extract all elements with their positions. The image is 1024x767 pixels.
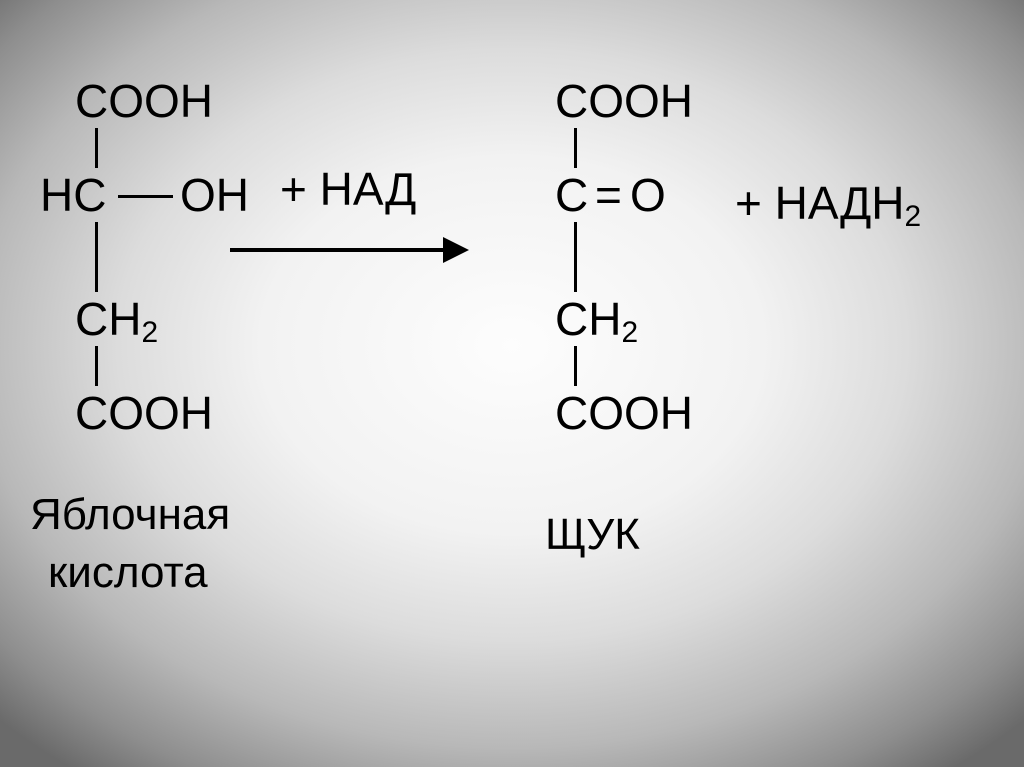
reactant-c2-left: HC <box>40 172 106 218</box>
product-c3-text: CH <box>555 293 621 345</box>
product-c2-right: O <box>630 172 666 218</box>
reactant-c3-sub: 2 <box>141 316 158 349</box>
cofactor-out-sub: 2 <box>904 200 921 233</box>
reactant-name-line2: кислота <box>48 548 208 599</box>
product-name: ЩУК <box>545 510 640 561</box>
reactant-c3-text: CH <box>75 293 141 345</box>
product-bond-3-4 <box>574 346 577 386</box>
reaction-arrow-shaft <box>230 248 445 252</box>
cofactor-out-base: + НАДН <box>735 177 904 229</box>
product-c3: CH2 <box>555 296 638 342</box>
reaction-diagram: COOH HC OH CH2 COOH + НАД COOH C = O CH2… <box>0 0 1024 767</box>
reactant-bond-3-4 <box>95 346 98 386</box>
product-c2-eq: = <box>595 172 622 218</box>
reactant-c4: COOH <box>75 390 213 436</box>
cofactor-out: + НАДН2 <box>735 180 921 226</box>
reaction-arrow-head <box>443 237 469 263</box>
product-bond-2-3 <box>574 222 577 292</box>
reactant-c2-right: OH <box>180 172 249 218</box>
reactant-bond-2-3 <box>95 222 98 292</box>
product-c1: COOH <box>555 78 693 124</box>
product-c4: COOH <box>555 390 693 436</box>
reactant-c1: COOH <box>75 78 213 124</box>
reactant-c3: CH2 <box>75 296 158 342</box>
reactant-bond-1-2 <box>95 128 98 168</box>
reactant-name-line1: Яблочная <box>30 490 230 541</box>
reactant-bond-c2-oh <box>118 195 173 198</box>
product-c2-left: C <box>555 172 588 218</box>
product-bond-1-2 <box>574 128 577 168</box>
product-c3-sub: 2 <box>621 316 638 349</box>
cofactor-in: + НАД <box>280 166 416 212</box>
